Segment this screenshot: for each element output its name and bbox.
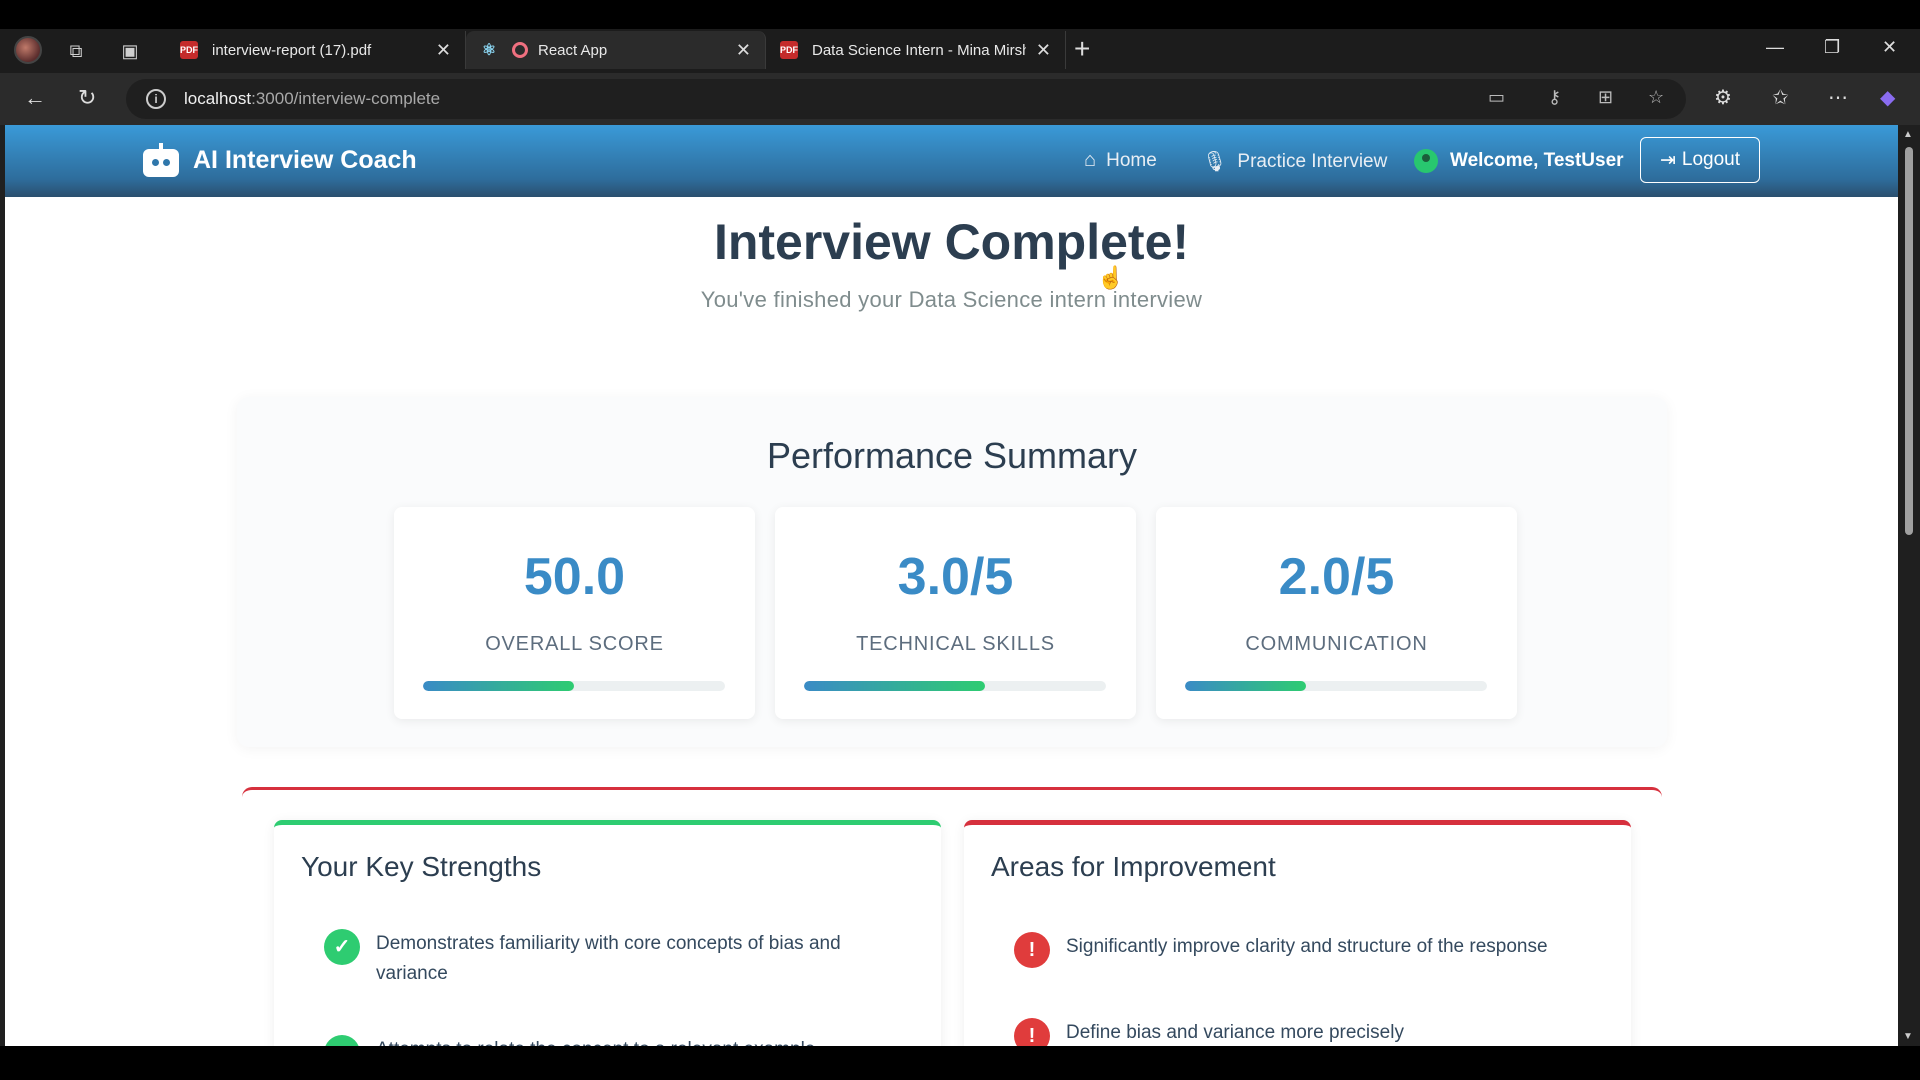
technical-skills-card: 3.0/5 TECHNICAL SKILLS [775,507,1136,719]
check-icon: ✓ [324,929,360,965]
close-window-icon[interactable]: ✕ [1882,37,1898,57]
improvement-item: ! Define bias and variance more precisel… [1014,1018,1574,1046]
back-icon[interactable]: ← [24,85,46,110]
robot-icon [141,143,181,177]
key-icon[interactable]: ⚷ [1548,87,1562,107]
page-subtitle: You've finished your Data Science intern… [700,287,1203,312]
browser-toolbar: ← ↻ i localhost:3000/interview-complete … [0,73,1920,125]
improvement-title: Areas for Improvement [991,851,1276,882]
recording-icon [512,42,528,58]
scrollbar-thumb[interactable] [1905,147,1913,535]
close-tab-icon[interactable]: ✕ [1035,39,1051,60]
new-tab-icon[interactable]: + [1074,33,1091,64]
summary-title: Performance Summary [766,435,1138,476]
browser-window: ⧉ ▣ PDF interview-report (17).pdf ✕ ⚛ Re… [0,29,1920,1046]
more-menu-icon[interactable]: ⋯ [1828,87,1848,109]
reload-icon[interactable]: ↻ [78,85,97,110]
scroll-up-icon[interactable]: ▲ [1903,129,1913,140]
score-label: OVERALL SCORE [485,633,664,655]
score-value: 3.0/5 [897,548,1014,606]
restore-icon[interactable]: ❐ [1824,37,1841,57]
favorite-star-icon[interactable]: ☆ [1648,87,1665,107]
address-bar[interactable]: i localhost:3000/interview-complete [126,79,1686,119]
scroll-down-icon[interactable]: ▼ [1903,1031,1913,1042]
user-icon [1414,149,1438,173]
react-icon: ⚛ [481,42,497,59]
check-icon: ✓ [324,1035,360,1046]
exclamation-icon: ! [1014,932,1050,968]
apps-icon[interactable]: ⊞ [1598,87,1614,107]
close-tab-icon[interactable]: ✕ [735,39,751,60]
score-progress-bar [1185,681,1487,691]
communication-card: 2.0/5 COMMUNICATION [1156,507,1517,719]
home-icon: ⌂ [1084,149,1097,171]
score-label: COMMUNICATION [1245,633,1428,655]
microphone-icon: 🎙 [1202,151,1228,173]
extensions-icon[interactable]: ⚙ [1714,87,1732,109]
score-label: TECHNICAL SKILLS [856,633,1055,655]
overall-score-card: 50.0 OVERALL SCORE [394,507,755,719]
strength-item: ✓ Attempts to relate the concept to a re… [324,1035,884,1046]
close-tab-icon[interactable]: ✕ [435,39,451,60]
copilot-icon[interactable]: ◆ [1880,87,1896,109]
feedback-section: Your Key Strengths ✓ Demonstrates famili… [242,787,1662,1046]
nav-practice-interview[interactable]: 🎙 Practice Interview [1202,150,1388,174]
nav-home[interactable]: ⌂ Home [1084,149,1157,171]
score-progress-bar [804,681,1106,691]
user-welcome: Welcome, TestUser [1414,149,1624,173]
strengths-panel: Your Key Strengths ✓ Demonstrates famili… [274,820,941,1046]
strength-item: ✓ Demonstrates familiarity with core con… [324,929,884,989]
favorites-icon[interactable]: ✩ [1772,87,1789,109]
profile-avatar[interactable] [14,36,42,64]
page-title: Interview Complete! [713,214,1190,270]
site-info-icon[interactable]: i [146,89,166,109]
page-viewport: AI Interview Coach ⌂ Home 🎙 Practice Int… [5,125,1898,1046]
minimize-icon[interactable]: — [1766,37,1784,57]
strengths-title: Your Key Strengths [301,851,542,882]
tab-strip: ⧉ ▣ PDF interview-report (17).pdf ✕ ⚛ Re… [0,29,1920,73]
pdf-icon: PDF [180,41,198,59]
pdf-icon: PDF [780,41,798,59]
score-value: 2.0/5 [1278,548,1395,606]
tab-react-app[interactable]: ⚛ React App ✕ [466,31,766,69]
hand-cursor-icon: ☝ [1097,265,1125,290]
tab-data-science-intern[interactable]: PDF Data Science Intern - Mina Mirsha ✕ [766,31,1066,69]
app-header: AI Interview Coach ⌂ Home 🎙 Practice Int… [5,125,1898,197]
logout-button[interactable]: ⇥ Logout [1640,137,1760,183]
improvement-item: ! Significantly improve clarity and stru… [1014,932,1574,968]
exclamation-icon: ! [1014,1018,1050,1046]
performance-summary: Performance Summary 50.0 OVERALL SCORE 3… [237,397,1667,747]
tab-interview-report[interactable]: PDF interview-report (17).pdf ✕ [166,31,466,69]
camera-icon[interactable]: ▭ [1488,87,1506,107]
score-progress-bar [423,681,725,691]
logout-icon: ⇥ [1659,149,1676,171]
workspaces-icon[interactable]: ⧉ [69,41,83,61]
page-scrollbar[interactable]: ▲ ▼ [1898,125,1920,1046]
brand-logo[interactable]: AI Interview Coach [141,143,417,177]
vertical-tabs-icon[interactable]: ▣ [121,41,139,61]
score-value: 50.0 [523,548,626,606]
improvement-panel: Areas for Improvement ! Significantly im… [964,820,1631,1046]
